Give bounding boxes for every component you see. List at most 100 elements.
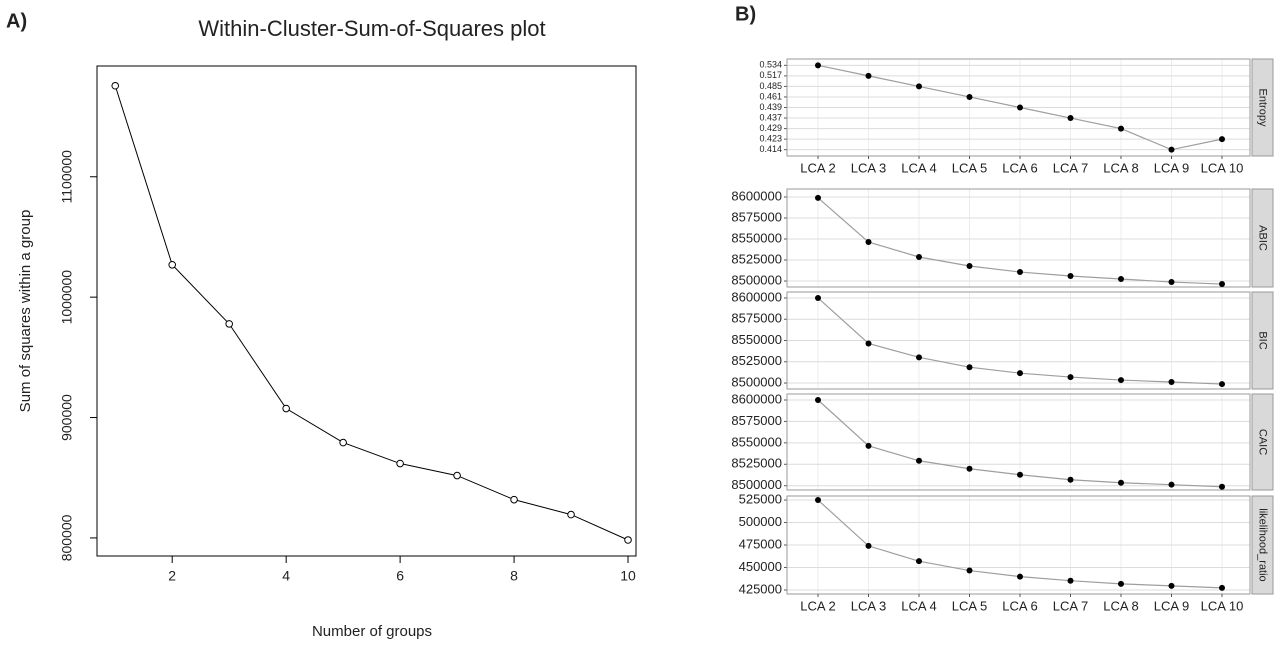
x-tick-label: LCA 5 [952,160,987,175]
data-point [916,457,922,464]
y-tick-label: 450000 [739,559,782,574]
data-point [1017,471,1023,478]
x-tick-label: LCA 9 [1154,598,1189,613]
panel-border [786,495,1251,595]
data-point [916,253,922,260]
data-point [1067,476,1074,483]
data-point [966,364,973,371]
x-tick-label: LCA 4 [901,598,936,613]
data-point [1017,104,1023,111]
data-point [1219,483,1225,490]
data-point [1017,370,1023,377]
strip [1251,495,1274,595]
y-tick-label: 0.429 [759,123,782,133]
x-tick-label: LCA 3 [851,160,886,175]
y-tick-label: 900000 [59,394,75,441]
data-point [111,81,120,90]
strip-label: likelihood_ratio [1257,508,1269,581]
x-tick-label: 2 [168,568,176,584]
y-axis-label: Sum of squares within a group [17,210,34,413]
plot-frame [96,65,637,557]
y-tick-label: 8525000 [731,353,782,368]
data-point [865,340,872,347]
data-point [1017,269,1023,276]
data-point [1168,379,1175,386]
chart-title: Within-Cluster-Sum-of-Squares plot [198,16,545,41]
data-point [916,83,922,90]
y-tick-label: 1000000 [59,270,75,325]
data-point [168,260,177,269]
strip-label: CAIC [1257,429,1269,455]
x-tick-label: LCA 2 [800,598,835,613]
strip [1251,291,1274,390]
y-tick-label: 0.437 [759,112,782,122]
data-line [114,85,629,541]
strip-label: BIC [1257,331,1269,349]
data-point [966,567,973,574]
strip [1251,393,1274,491]
data-point [1067,374,1074,381]
data-point [1168,481,1175,488]
y-tick-label: 0.517 [759,70,782,80]
data-point [966,465,973,472]
x-tick-label: LCA 7 [1053,598,1088,613]
y-tick-label: 8575000 [731,413,782,428]
data-point [1118,276,1124,283]
data-point [510,495,518,504]
data-point [1067,272,1074,279]
y-tick-label: 8575000 [731,209,782,224]
data-point [1168,146,1175,153]
data-point [815,497,821,504]
x-tick-label: LCA 6 [1002,160,1037,175]
y-tick-label: 8500000 [731,272,782,287]
y-tick-label: 0.439 [759,102,782,112]
y-tick-label: 8600000 [731,188,782,203]
data-point [1118,479,1124,486]
x-tick-label: LCA 5 [952,598,987,613]
x-axis-label: Number of groups [312,623,432,640]
x-tick-label: LCA 9 [1154,160,1189,175]
x-tick-label: LCA 4 [901,160,936,175]
data-point [916,354,922,361]
y-tick-label: 8550000 [731,230,782,245]
y-tick-label: 8500000 [731,374,782,389]
data-point [815,194,821,201]
y-tick-label: 0.423 [759,134,782,144]
y-tick-label: 525000 [739,491,782,506]
y-tick-label: 8575000 [731,311,782,326]
data-point [865,442,872,449]
data-point [1219,281,1225,288]
y-tick-label: 8525000 [731,251,782,266]
data-point [815,294,821,301]
x-tick-label: LCA 8 [1103,160,1138,175]
x-tick-label: 4 [282,568,290,584]
y-tick-label: 475000 [739,536,782,551]
data-point [1118,377,1124,384]
y-tick-label: 0.485 [759,81,782,91]
x-tick-label: LCA 10 [1201,598,1244,613]
data-point [1118,125,1124,132]
strip-label: ABIC [1257,225,1269,251]
data-point [396,459,404,468]
strip-label: Entropy [1257,89,1269,127]
data-point [966,262,973,269]
x-tick-label: LCA 3 [851,598,886,613]
y-tick-label: 8550000 [731,434,782,449]
y-tick-label: 800000 [59,514,75,561]
data-point [1219,584,1225,591]
x-tick-label: 6 [396,568,404,584]
data-point [1168,279,1175,286]
y-tick-label: 0.461 [759,91,782,101]
y-tick-label: 1100000 [59,150,75,204]
data-point [453,471,461,480]
strip [1251,58,1274,157]
data-point [865,542,872,549]
data-point [916,558,922,565]
panel-border [786,291,1251,390]
panel-label: B) [735,3,756,25]
data-point [339,438,347,447]
panel-border [786,188,1251,288]
x-tick-label: 10 [620,568,636,584]
